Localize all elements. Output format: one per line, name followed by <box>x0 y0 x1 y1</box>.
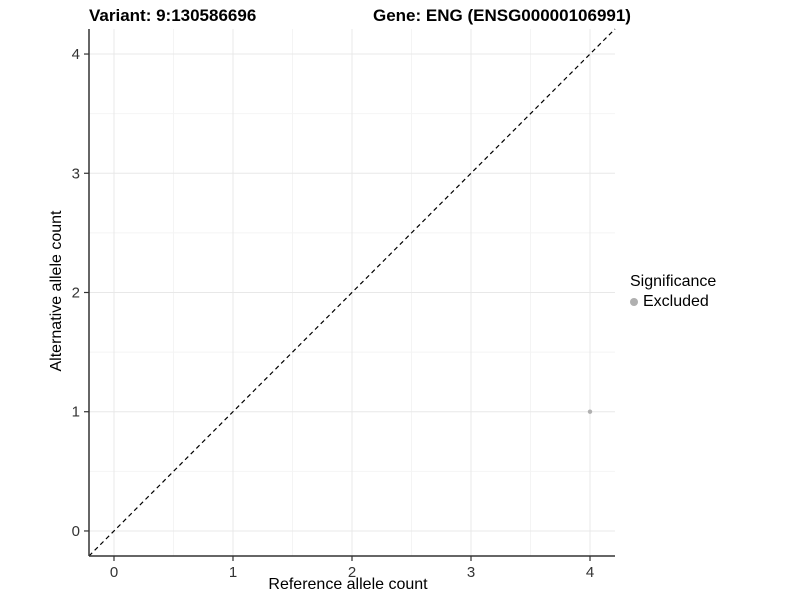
legend-key-dot-icon <box>630 298 638 306</box>
plot-title-gene: Gene: ENG (ENSG00000106991) <box>373 6 631 25</box>
x-tick-label: 2 <box>348 564 356 581</box>
y-axis-title: Alternative allele count <box>48 210 65 372</box>
x-tick-label: 4 <box>586 564 594 581</box>
y-tick-label: 0 <box>72 523 80 540</box>
legend-item-excluded: Excluded <box>630 293 716 311</box>
legend: Significance Excluded <box>630 273 716 311</box>
y-tick-label: 3 <box>72 165 80 182</box>
x-tick-label: 3 <box>467 564 475 581</box>
y-tick-label: 2 <box>72 285 80 302</box>
identity-dashed-line <box>88 28 616 557</box>
plot-title-variant: Variant: 9:130586696 <box>89 6 257 25</box>
x-axis-title: Reference allele count <box>268 576 428 593</box>
legend-title: Significance <box>630 273 717 290</box>
y-tick-label: 1 <box>72 404 80 421</box>
data-point-excluded <box>587 409 593 414</box>
x-tick-label: 0 <box>110 564 118 581</box>
legend-item-label: Excluded <box>643 293 709 310</box>
y-tick-label: 4 <box>72 46 80 63</box>
x-tick-label: 1 <box>229 564 237 581</box>
